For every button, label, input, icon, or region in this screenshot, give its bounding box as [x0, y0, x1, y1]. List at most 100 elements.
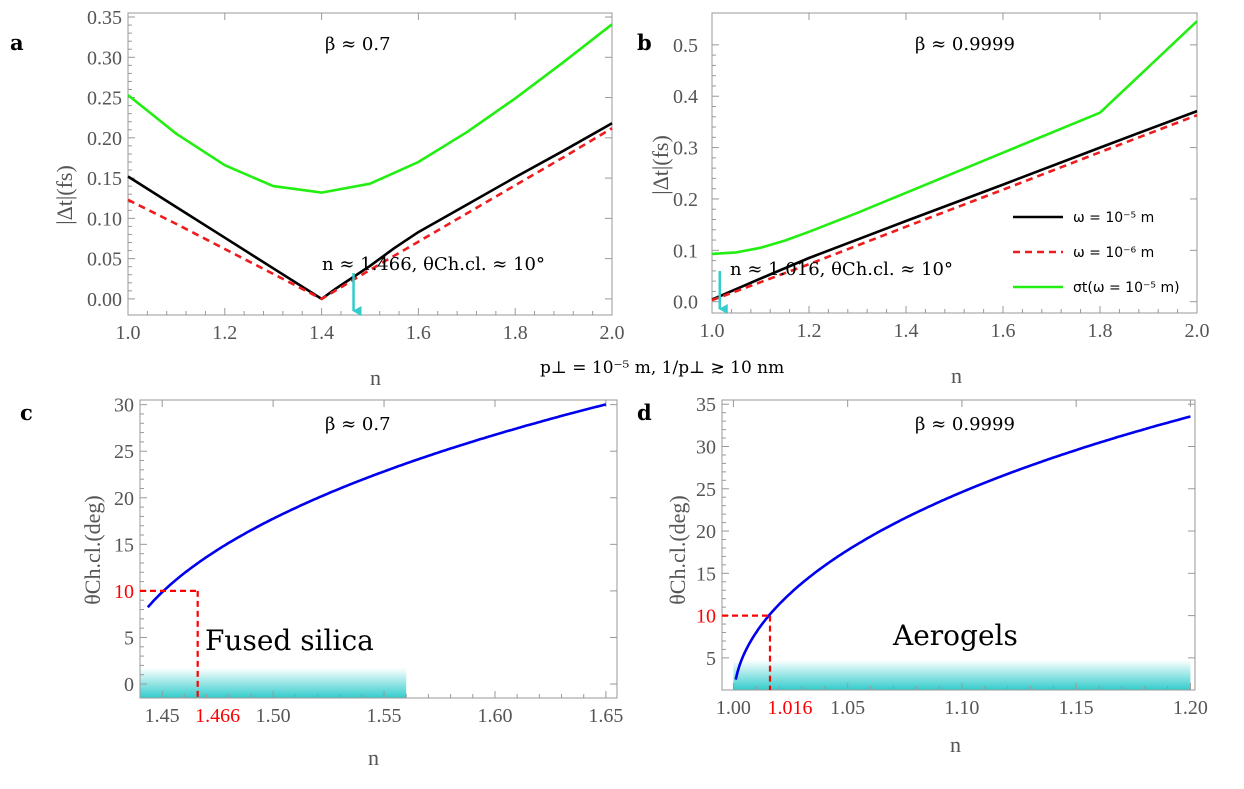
plot-frame-b [711, 12, 1198, 314]
beta-label-d: β ≈ 0.9999 [915, 414, 1015, 435]
ylabel-b: |Δt|(fs) [648, 135, 673, 195]
xtick-label-b: 1.0 [700, 320, 725, 342]
material-label-d: Aerogels [892, 619, 1018, 652]
xtick-label-d: 1.05 [830, 697, 865, 719]
xtick-label-b: 1.2 [797, 320, 822, 342]
xtick-label-a: 2.0 [600, 322, 625, 344]
xtick-label-b: 1.6 [991, 320, 1016, 342]
ytick-label-c: 20 [114, 488, 134, 510]
material-label-c: Fused silica [205, 624, 374, 657]
series-line-d-0 [734, 415, 1191, 680]
series-line-a-0 [127, 122, 613, 301]
plot-frame-d [721, 399, 1196, 691]
ytick-label-a: 0.15 [87, 168, 122, 190]
ytick-label-c: 0 [124, 674, 134, 696]
legend-b: ω = 10⁻⁵ m ω = 10⁻⁶ m σt(ω = 10⁻⁵ m) [1013, 210, 1180, 296]
xlabel-a: n [370, 365, 381, 390]
ytick-label-d: 20 [696, 521, 716, 543]
panel-c: c β ≈ 0.7 1.45 1.50 1.55 1.60 1.65 0 5 10 15 20 25… [20, 395, 623, 770]
ytick-label-a: 0.35 [87, 7, 122, 29]
panel-letter-c: c [20, 400, 33, 425]
panel-b-axes: 1.0 1.2 1.4 1.6 1.8 2.0 0.0 0.1 0.2 0.3 0.4 0.5 [673, 12, 1210, 342]
ytick-label-b: 0.1 [673, 240, 698, 262]
xtick-label-c: 1.65 [588, 705, 623, 727]
panel-letter-d: d [637, 400, 652, 425]
panel-letter-a: a [10, 30, 24, 55]
ytick-label-d: 30 [696, 437, 716, 459]
ytick-label-red-d: 10 [696, 606, 716, 628]
shared-label: p⊥ = 10⁻⁵ m, 1/p⊥ ≳ 10 nm [540, 358, 784, 378]
ytick-label-a: 0.10 [87, 208, 122, 230]
xlabel-d: n [950, 732, 961, 757]
panel-c-series [140, 403, 607, 698]
ytick-label-a: 0.00 [87, 289, 122, 311]
ytick-label-b: 0.4 [673, 86, 698, 108]
ytick-label-b: 0.2 [673, 189, 698, 211]
xtick-label-red-c: 1.466 [195, 705, 240, 727]
series-line-c-0 [146, 403, 607, 609]
panel-d: d β ≈ 0.9999 1.00 1.05 1.10 1.15 1.20 5 10 15 20… [637, 394, 1208, 757]
xtick-label-c: 1.60 [477, 705, 512, 727]
panel-c-axes: 1.45 1.50 1.55 1.60 1.65 0 5 10 15 20 25 30 1.466 [114, 395, 623, 727]
ytick-label-a: 0.05 [87, 249, 122, 271]
annotation-b: n ≈ 1.016, θCh.cl. ≈ 10° [730, 259, 953, 280]
xtick-label-d: 1.20 [1173, 697, 1208, 719]
xtick-label-b: 2.0 [1185, 320, 1210, 342]
xtick-label-a: 1.6 [406, 322, 431, 344]
beta-label-c: β ≈ 0.7 [325, 414, 391, 435]
xlabel-c: n [368, 745, 379, 770]
annotation-a: n ≈ 1.466, θCh.cl. ≈ 10° [322, 254, 545, 275]
ytick-label-d: 15 [696, 563, 716, 585]
ylabel-d: θCh.cl.(deg) [665, 495, 690, 605]
panel-d-axes: 1.00 1.05 1.10 1.15 1.20 5 10 15 20 25 30 35 1.016 [696, 394, 1208, 719]
panel-b-series [711, 20, 1198, 302]
panel-a-axes: 1.0 1.2 1.4 1.6 1.8 2.0 0.00 0.05 0.10 0.15 0.20 0.… [87, 7, 625, 344]
ytick-label-d: 5 [706, 648, 716, 670]
ytick-label-c: 15 [114, 534, 134, 556]
ytick-label-b: 0.5 [673, 35, 698, 57]
xtick-label-a: 1.8 [503, 322, 528, 344]
xtick-label-b: 1.8 [1088, 320, 1113, 342]
series-line-a-1 [127, 127, 613, 301]
series-line-b-0 [711, 109, 1198, 301]
ylabel-c: θCh.cl.(deg) [80, 495, 105, 605]
ytick-label-b: 0.3 [673, 138, 698, 160]
panel-letter-b: b [637, 30, 652, 55]
ytick-label-a: 0.20 [87, 128, 122, 150]
ytick-label-d: 25 [696, 479, 716, 501]
legend-label-omega-1e-5: ω = 10⁻⁵ m [1073, 210, 1154, 226]
legend-label-omega-1e-6: ω = 10⁻⁶ m [1073, 245, 1154, 261]
xtick-label-a: 1.4 [309, 322, 334, 344]
xtick-label-d: 1.00 [716, 697, 751, 719]
ytick-label-red-c: 10 [114, 581, 134, 603]
panel-d-series [722, 415, 1191, 690]
xtick-label-b: 1.4 [894, 320, 919, 342]
xtick-label-c: 1.55 [367, 705, 402, 727]
panel-a-series [127, 23, 613, 301]
xlabel-b: n [951, 363, 962, 388]
ylabel-a: |Δt|(fs) [52, 165, 77, 225]
panel-a: a β ≈ 0.7 1.0 1.2 1.4 1.6 1.8 2.0 0.00 0.05 0.10… [10, 7, 625, 390]
xtick-label-red-d: 1.016 [767, 697, 812, 719]
xtick-label-c: 1.50 [256, 705, 291, 727]
xtick-label-d: 1.15 [1059, 697, 1094, 719]
xtick-label-d: 1.10 [944, 697, 979, 719]
beta-label-a: β ≈ 0.7 [325, 34, 391, 55]
series-line-b-2 [711, 20, 1198, 256]
xtick-label-c: 1.45 [145, 705, 180, 727]
beta-label-b: β ≈ 0.9999 [915, 34, 1015, 55]
ytick-label-c: 30 [114, 395, 134, 417]
xtick-label-a: 1.2 [212, 322, 237, 344]
ytick-label-d: 35 [696, 394, 716, 416]
series-line-a-2 [127, 23, 613, 194]
plot-frame-a [127, 12, 613, 316]
xtick-label-a: 1.0 [116, 322, 141, 344]
ytick-label-c: 25 [114, 441, 134, 463]
ytick-label-c: 5 [124, 627, 134, 649]
panel-b: b β ≈ 0.9999 1.0 1.2 1.4 1.6 1.8 2.0 0.0 0.1 0.2… [637, 12, 1210, 388]
series-line-b-1 [711, 113, 1198, 302]
plot-frame-c [139, 399, 618, 699]
legend-label-sigma-t: σt(ω = 10⁻⁵ m) [1073, 280, 1180, 296]
ytick-label-a: 0.30 [87, 47, 122, 69]
